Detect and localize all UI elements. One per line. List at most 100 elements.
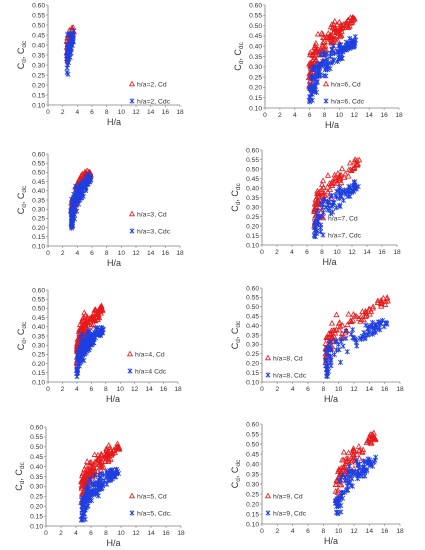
x-tick-label: 14 <box>147 530 155 537</box>
x-tick-label: 8 <box>321 528 325 535</box>
x-tick-label: 12 <box>348 249 356 256</box>
data-point-cdc <box>349 476 355 482</box>
x-tick-label: 6 <box>90 250 94 257</box>
y-axis-label: Cd, Cdc <box>16 40 28 69</box>
y-tick-label: 0.35 <box>246 332 259 339</box>
data-point-cd <box>349 451 357 458</box>
data-point-cdc <box>331 351 337 358</box>
data-point-cd <box>331 17 338 24</box>
y-tick-label: 0.35 <box>246 195 259 202</box>
y-tick-label: 0.40 <box>249 44 262 51</box>
x-tick-label: 0 <box>46 386 50 393</box>
data-point-cdc <box>377 319 383 325</box>
data-point-cd <box>81 465 88 472</box>
data-point-cd <box>324 188 331 195</box>
legend: h/a=5, Cd h/a=5, Cdc. <box>128 492 172 518</box>
x-tick-label: 14 <box>363 249 371 256</box>
data-point-cdc <box>321 196 327 202</box>
x-tick-label: 10 <box>333 249 341 256</box>
x-tick-label: 10 <box>336 112 344 119</box>
x-tick-label: 2 <box>278 112 282 119</box>
y-tick-label: 0.30 <box>32 62 45 69</box>
data-point-cdc <box>309 86 315 92</box>
data-point-cdc <box>345 189 351 195</box>
data-point-cdc <box>92 472 98 478</box>
data-point-cdc <box>84 181 90 187</box>
data-point-cdc <box>85 487 91 493</box>
x-tick-label: 8 <box>320 249 324 256</box>
data-point-cd <box>339 330 346 336</box>
data-point-cd <box>378 297 385 303</box>
data-point-cd <box>90 465 97 471</box>
data-point-cdc <box>320 49 326 55</box>
data-point-cdc <box>336 195 342 202</box>
data-point-cd <box>322 340 329 346</box>
legend-label-cdc: h/a=6, Cdc <box>331 99 365 106</box>
data-point-cd <box>353 161 360 168</box>
y-tick-label: 0.25 <box>32 352 45 359</box>
legend-label-cdc: h/a=9, Cdc <box>273 511 307 518</box>
data-point-cdc <box>81 341 87 347</box>
data-point-cd <box>358 313 365 320</box>
data-point-cdc <box>333 509 340 516</box>
data-point-cd <box>75 339 82 345</box>
data-point-cdc <box>71 28 77 34</box>
x-tick-label: 16 <box>381 528 389 535</box>
data-point-cdc <box>96 486 102 493</box>
data-point-cd <box>343 21 351 27</box>
data-point-cdc <box>108 477 114 483</box>
x-tick-label: 0 <box>260 386 264 393</box>
data-point-cdc <box>88 493 94 499</box>
data-point-cd <box>346 159 354 166</box>
data-point-cd <box>83 470 90 476</box>
x-tick-label: 8 <box>104 530 108 537</box>
data-point-cdc <box>344 47 350 53</box>
data-point-cd <box>107 456 114 462</box>
data-point-cd <box>320 43 327 49</box>
data-point-cdc <box>333 347 339 353</box>
data-point-cd <box>347 19 354 26</box>
data-point-cd <box>374 297 381 304</box>
data-point-cd <box>345 24 352 30</box>
x-tick-label: 0 <box>44 530 48 537</box>
legend-label-cd: h/a=7, Cd <box>328 216 358 223</box>
data-point-cd <box>94 451 102 458</box>
y-tick-label: 0.60 <box>246 285 259 292</box>
legend-marker-cdc <box>129 98 135 104</box>
data-point-cdc <box>339 336 345 342</box>
x-axis-label: H/a <box>324 394 338 404</box>
x-tick-label: 2 <box>61 109 65 116</box>
data-point-cdc <box>337 359 344 365</box>
data-point-cdc <box>69 225 75 231</box>
data-point-cd <box>78 481 85 488</box>
data-point-cdc <box>79 347 85 353</box>
data-point-cdc <box>317 72 323 78</box>
x-tick-label: 0 <box>260 249 264 256</box>
data-point-cdc <box>315 208 321 214</box>
x-tick-label: 10 <box>118 109 126 116</box>
x-axis-label: H/a <box>107 117 121 127</box>
data-point-cd <box>370 303 377 310</box>
data-point-cdc <box>337 476 343 482</box>
data-point-cdc <box>101 477 107 483</box>
x-tick-label: 12 <box>131 386 139 393</box>
data-point-cd <box>90 321 97 327</box>
data-point-cdc <box>74 370 80 376</box>
data-point-cdc <box>343 335 349 341</box>
data-point-cdc <box>344 349 350 355</box>
data-point-cdc <box>335 56 341 63</box>
x-tick-label: 14 <box>147 250 155 257</box>
y-tick-label: 0.10 <box>30 523 43 530</box>
y-tick-label: 0.55 <box>246 431 259 438</box>
data-point-cd <box>345 16 352 23</box>
data-point-cd <box>333 311 340 318</box>
x-axis-label: H/a <box>106 394 120 404</box>
data-point-cd <box>332 35 339 42</box>
y-tick-label: 0.15 <box>246 511 259 518</box>
legend-label-cd: h/a=2, Cd <box>137 82 167 89</box>
x-tick-label: 12 <box>350 528 358 535</box>
data-point-cdc <box>70 33 76 39</box>
data-point-cd <box>322 46 329 52</box>
data-point-cd <box>77 175 84 182</box>
data-point-cdc <box>362 332 368 338</box>
